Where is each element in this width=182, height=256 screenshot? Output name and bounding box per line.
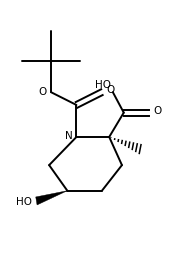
Polygon shape: [36, 191, 67, 205]
Text: O: O: [154, 105, 162, 116]
Text: HO: HO: [95, 80, 111, 90]
Text: O: O: [106, 85, 115, 95]
Text: O: O: [38, 87, 46, 97]
Text: HO: HO: [16, 197, 32, 207]
Text: N: N: [65, 131, 73, 141]
